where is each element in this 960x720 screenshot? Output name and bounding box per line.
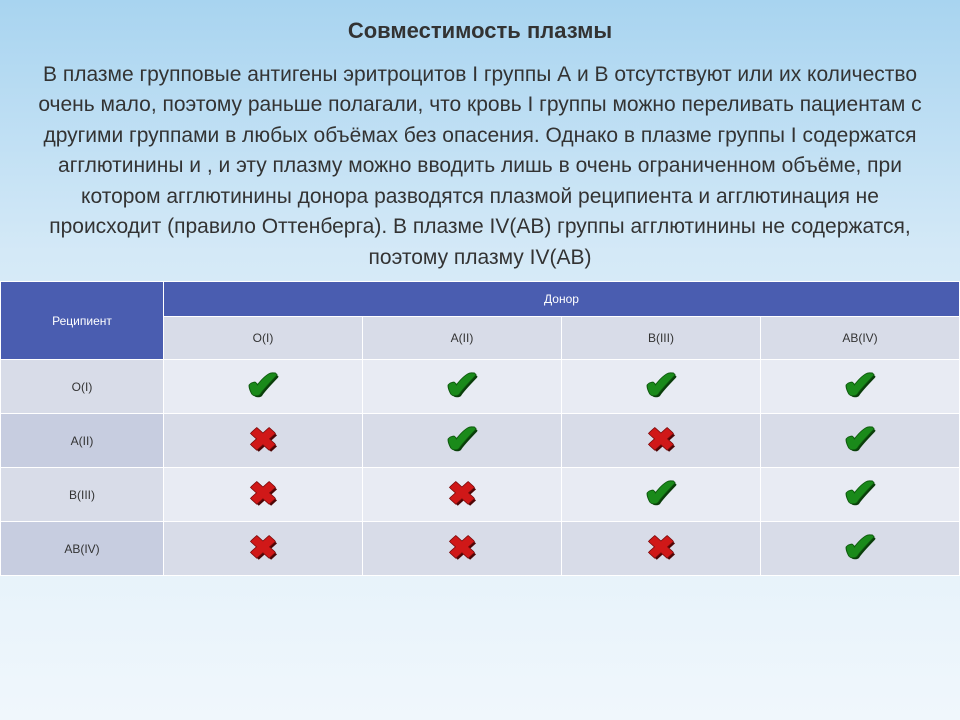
cross-icon: ✖: [639, 423, 683, 459]
compat-cell: ✖: [561, 522, 760, 576]
compat-cell: ✖: [164, 468, 363, 522]
cross-icon: ✖: [241, 423, 285, 459]
table-row: B(III) ✖ ✖ ✔ ✔: [1, 468, 960, 522]
compat-cell: ✔: [760, 360, 959, 414]
compat-cell: ✖: [561, 414, 760, 468]
th-recipient: Реципиент: [1, 282, 164, 360]
cross-icon: ✖: [440, 531, 484, 567]
check-icon: ✔: [836, 475, 884, 515]
table-row: A(II) ✖ ✔ ✖ ✔: [1, 414, 960, 468]
row-recipient-label: B(III): [1, 468, 164, 522]
compat-cell: ✔: [363, 360, 562, 414]
cross-icon: ✖: [241, 531, 285, 567]
th-donor-col: B(III): [561, 317, 760, 360]
slide-container: Совместимость плазмы В плазме групповые …: [0, 0, 960, 720]
table-body: O(I) ✔ ✔ ✔ ✔ A(II) ✖ ✔ ✖ ✔ B(III) ✖ ✖ ✔ ✔ AB(IV) ✖ ✖ ✖ ✔: [1, 360, 960, 576]
compatibility-table: Реципиент Донор O(I)A(II)B(III)AB(IV) O(…: [0, 281, 960, 576]
check-icon: ✔: [239, 367, 287, 407]
th-donor-col: O(I): [164, 317, 363, 360]
compat-cell: ✔: [363, 414, 562, 468]
check-icon: ✔: [637, 367, 685, 407]
check-icon: ✔: [438, 367, 486, 407]
row-recipient-label: A(II): [1, 414, 164, 468]
cross-icon: ✖: [639, 531, 683, 567]
compat-cell: ✖: [164, 522, 363, 576]
compat-cell: ✔: [760, 414, 959, 468]
th-donor-col: AB(IV): [760, 317, 959, 360]
compat-cell: ✖: [363, 522, 562, 576]
compat-cell: ✔: [561, 468, 760, 522]
check-icon: ✔: [637, 475, 685, 515]
compat-cell: ✔: [164, 360, 363, 414]
check-icon: ✔: [438, 421, 486, 461]
body-paragraph: В плазме групповые антигены эритроцитов …: [0, 60, 960, 273]
compat-cell: ✔: [760, 468, 959, 522]
th-donor: Донор: [164, 282, 960, 317]
compat-cell: ✖: [363, 468, 562, 522]
compat-cell: ✔: [760, 522, 959, 576]
table-row: AB(IV) ✖ ✖ ✖ ✔: [1, 522, 960, 576]
row-recipient-label: AB(IV): [1, 522, 164, 576]
check-icon: ✔: [836, 367, 884, 407]
page-title: Совместимость плазмы: [0, 18, 960, 44]
th-donor-col: A(II): [363, 317, 562, 360]
compat-cell: ✖: [164, 414, 363, 468]
cross-icon: ✖: [440, 477, 484, 513]
check-icon: ✔: [836, 421, 884, 461]
table-row: O(I) ✔ ✔ ✔ ✔: [1, 360, 960, 414]
compat-cell: ✔: [561, 360, 760, 414]
check-icon: ✔: [836, 529, 884, 569]
cross-icon: ✖: [241, 477, 285, 513]
row-recipient-label: O(I): [1, 360, 164, 414]
